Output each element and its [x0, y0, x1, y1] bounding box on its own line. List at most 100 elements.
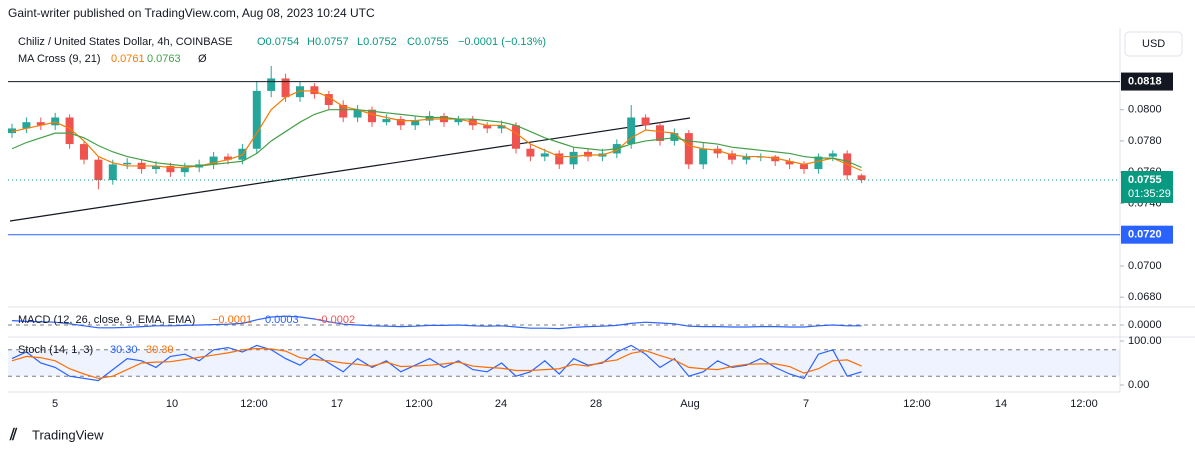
x-tick-label: 12:00 [405, 398, 433, 410]
candle-body [555, 153, 564, 165]
stoch-d: 30.30 [146, 344, 174, 356]
x-tick-label: 5 [52, 398, 58, 410]
candle-body [699, 148, 708, 165]
candle-body [742, 156, 751, 160]
stoch-name: Stoch (14, 1, 3) [18, 344, 93, 356]
candle-body [396, 119, 405, 126]
indicator-line [11, 344, 862, 382]
indicator-line [11, 347, 862, 380]
candle-body [584, 151, 592, 157]
publisher: Gaint-writer published on TradingView.co… [8, 6, 375, 20]
candle-body [8, 128, 16, 134]
y-tick-label: 0.0780 [1128, 135, 1162, 147]
last-price: 0.0755 [1128, 174, 1162, 186]
candle-body [353, 109, 362, 118]
candle-body [180, 167, 189, 173]
candle-body [800, 164, 808, 170]
level-label-box [1121, 72, 1173, 91]
x-tick-label: 12:00 [903, 398, 931, 410]
y-tick-label: 0.0700 [1128, 260, 1162, 272]
level-label-box [1121, 225, 1173, 244]
x-tick-label: 17 [331, 398, 343, 410]
candle-body [51, 117, 60, 126]
brand: TradingView [32, 427, 104, 442]
candle-body [728, 153, 736, 160]
candle-body [310, 86, 319, 95]
logo: ⫽ [9, 427, 18, 444]
x-tick-label: 12:00 [1070, 398, 1098, 410]
macd-value: −0.0001 [212, 314, 252, 326]
candle-body [382, 119, 391, 123]
candle-body [656, 125, 664, 141]
currency-button[interactable] [1124, 31, 1183, 57]
legend-low: L0.0752 [357, 36, 397, 48]
candle-body [324, 94, 333, 105]
y-tick-label: 0.0680 [1128, 291, 1162, 303]
candle-body [857, 175, 866, 180]
candle-body [252, 90, 261, 149]
candle-body [65, 117, 74, 145]
y-tick-label: 0.0800 [1128, 104, 1162, 116]
candle-body [108, 164, 117, 180]
legend-high: H0.0757 [307, 36, 349, 48]
candle-body [224, 156, 232, 160]
candle-body [80, 144, 88, 160]
y-tick-label: 0.0000 [1128, 319, 1162, 331]
y-tick-label: 100.00 [1128, 335, 1162, 347]
macd-value: 0.0003 [265, 314, 299, 326]
indicator-line [11, 90, 862, 172]
indicator-line [11, 315, 862, 330]
legend-symbol: Chiliz / United States Dollar, 4h, COINB… [18, 36, 233, 48]
trend-line [9, 117, 691, 222]
x-tick-label: 24 [495, 398, 507, 410]
level-label: 0.0818 [1128, 75, 1162, 87]
ma-name: MA Cross (9, 21) [18, 53, 101, 65]
stoch-band [8, 349, 1120, 377]
candle-body [94, 159, 103, 180]
candle-body [425, 115, 434, 121]
candle-body [814, 156, 823, 170]
legend-open: O0.0754 [257, 36, 299, 48]
candle-body [267, 78, 276, 91]
candle-body [22, 122, 31, 129]
candle-body [152, 165, 160, 170]
x-tick-label: 12:00 [240, 398, 268, 410]
candle-body [166, 165, 175, 173]
x-tick-label: 10 [166, 398, 178, 410]
legend-change: −0.0001 (−0.13%) [458, 36, 546, 48]
ma-extra: Ø [198, 53, 207, 65]
candle-body [36, 122, 45, 126]
last-price-box [1121, 171, 1173, 203]
countdown: 01:35:29 [1128, 188, 1171, 200]
legend-close: C0.0755 [407, 36, 449, 48]
candle-body [411, 120, 420, 126]
indicator-line [11, 109, 862, 169]
candle-body [684, 133, 693, 165]
candle-body [771, 156, 780, 162]
macd-name: MACD (12, 26, close, 9, EMA, EMA) [18, 314, 195, 326]
candle-body [281, 78, 290, 98]
candle-body [497, 125, 506, 129]
x-tick-label: 28 [590, 398, 602, 410]
x-tick-label: 14 [995, 398, 1007, 410]
candle-body [540, 153, 549, 157]
candle-body [627, 117, 636, 145]
candle-body [641, 117, 650, 126]
ma-slow: 0.0763 [147, 53, 181, 65]
candle-body [339, 105, 348, 118]
y-tick-label: 0.00 [1128, 379, 1149, 391]
candle-body [670, 133, 679, 141]
stoch-k: 30.30 [110, 344, 138, 356]
candle-body [483, 125, 492, 129]
ma-fast: 0.0761 [111, 53, 145, 65]
candle-body [569, 151, 578, 165]
candle-body [512, 125, 520, 149]
candle-body [713, 148, 722, 154]
x-tick-label: 7 [803, 398, 809, 410]
level-label: 0.0720 [1128, 229, 1162, 241]
candle-body [785, 161, 794, 165]
candle-body [368, 109, 376, 123]
currency[interactable]: USD [1142, 38, 1165, 50]
